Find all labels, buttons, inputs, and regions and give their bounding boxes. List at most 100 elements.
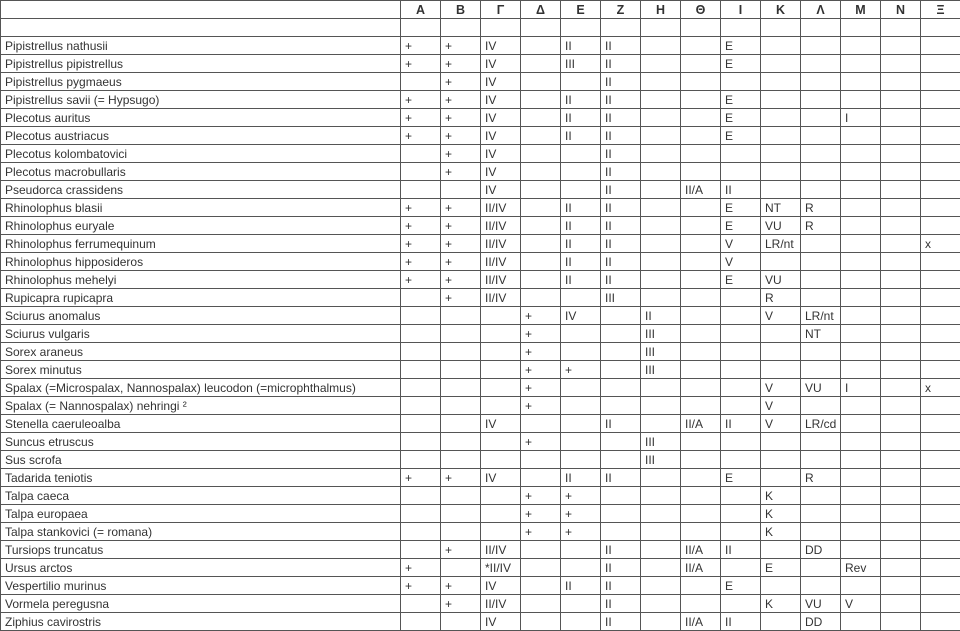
cell <box>681 73 721 91</box>
cell <box>561 613 601 631</box>
cell <box>641 181 681 199</box>
cell: E <box>721 469 761 487</box>
species-name: Rhinolophus ferrumequinum <box>1 235 401 253</box>
cell: III <box>641 343 681 361</box>
table-row: Sciurus anomalus+IVIIVLR/nt <box>1 307 960 325</box>
cell <box>641 559 681 577</box>
table-row: Spalax (= Nannospalax) nehringi ²+V <box>1 397 960 415</box>
species-name: Talpa europaea <box>1 505 401 523</box>
cell <box>721 73 761 91</box>
cell <box>841 577 881 595</box>
species-name: Plecotus austriacus <box>1 127 401 145</box>
cell <box>721 451 761 469</box>
cell: NT <box>801 325 841 343</box>
cell: II <box>561 91 601 109</box>
table-row: Talpa stankovici (= romana)++K <box>1 523 960 541</box>
cell <box>561 163 601 181</box>
cell <box>841 469 881 487</box>
cell <box>521 253 561 271</box>
cell <box>881 361 921 379</box>
cell <box>761 361 801 379</box>
cell <box>801 289 841 307</box>
cell <box>841 271 881 289</box>
cell <box>641 91 681 109</box>
cell <box>681 433 721 451</box>
cell <box>481 307 521 325</box>
cell <box>841 325 881 343</box>
cell <box>681 289 721 307</box>
table-row: Rupicapra rupicapra+II/IVIIIR <box>1 289 960 307</box>
cell <box>841 289 881 307</box>
cell <box>921 523 960 541</box>
cell <box>641 289 681 307</box>
cell <box>521 613 561 631</box>
cell: + <box>521 379 561 397</box>
cell <box>441 181 481 199</box>
cell: + <box>441 235 481 253</box>
cell: II/IV <box>481 235 521 253</box>
cell: IV <box>481 181 521 199</box>
cell <box>881 397 921 415</box>
cell <box>881 559 921 577</box>
species-name: Rupicapra rupicapra <box>1 289 401 307</box>
cell <box>641 199 681 217</box>
cell: II <box>601 199 641 217</box>
cell <box>481 343 521 361</box>
cell <box>641 127 681 145</box>
cell: + <box>401 469 441 487</box>
cell <box>401 145 441 163</box>
cell <box>841 19 881 37</box>
cell: II <box>561 109 601 127</box>
cell <box>681 217 721 235</box>
cell <box>881 505 921 523</box>
cell: + <box>521 433 561 451</box>
cell <box>441 379 481 397</box>
table-row: Ursus arctos+*II/IVIIII/AERev <box>1 559 960 577</box>
cell <box>441 307 481 325</box>
cell: + <box>521 343 561 361</box>
cell <box>401 523 441 541</box>
cell <box>841 91 881 109</box>
cell <box>801 55 841 73</box>
species-name: Sus scrofa <box>1 451 401 469</box>
cell: K <box>761 505 801 523</box>
cell <box>881 415 921 433</box>
cell <box>681 271 721 289</box>
cell <box>561 559 601 577</box>
cell <box>681 343 721 361</box>
cell: II/A <box>681 415 721 433</box>
cell <box>641 109 681 127</box>
cell: II <box>721 613 761 631</box>
table-row: Sorex araneus+III <box>1 343 960 361</box>
cell <box>721 397 761 415</box>
cell <box>801 73 841 91</box>
cell <box>921 253 960 271</box>
cell <box>881 127 921 145</box>
col-header-2: Γ <box>481 1 521 19</box>
cell <box>841 613 881 631</box>
cell <box>561 325 601 343</box>
cell: II/IV <box>481 289 521 307</box>
cell: E <box>721 577 761 595</box>
table-row: Plecotus auritus++IVIIIIEI <box>1 109 960 127</box>
cell <box>681 307 721 325</box>
cell <box>681 325 721 343</box>
cell <box>721 523 761 541</box>
cell <box>641 163 681 181</box>
cell <box>801 361 841 379</box>
cell: II/A <box>681 541 721 559</box>
cell: II <box>601 577 641 595</box>
cell: II <box>561 37 601 55</box>
cell <box>681 19 721 37</box>
cell: E <box>721 271 761 289</box>
cell <box>401 181 441 199</box>
cell <box>921 577 960 595</box>
table-row: Talpa europaea++K <box>1 505 960 523</box>
cell <box>881 577 921 595</box>
species-table: ΑΒΓΔΕΖΗΘΙΚΛΜΝΞ Pipistrellus nathusii++IV… <box>0 0 960 631</box>
cell <box>441 523 481 541</box>
cell <box>601 487 641 505</box>
cell: II <box>561 469 601 487</box>
cell <box>921 397 960 415</box>
cell <box>401 487 441 505</box>
